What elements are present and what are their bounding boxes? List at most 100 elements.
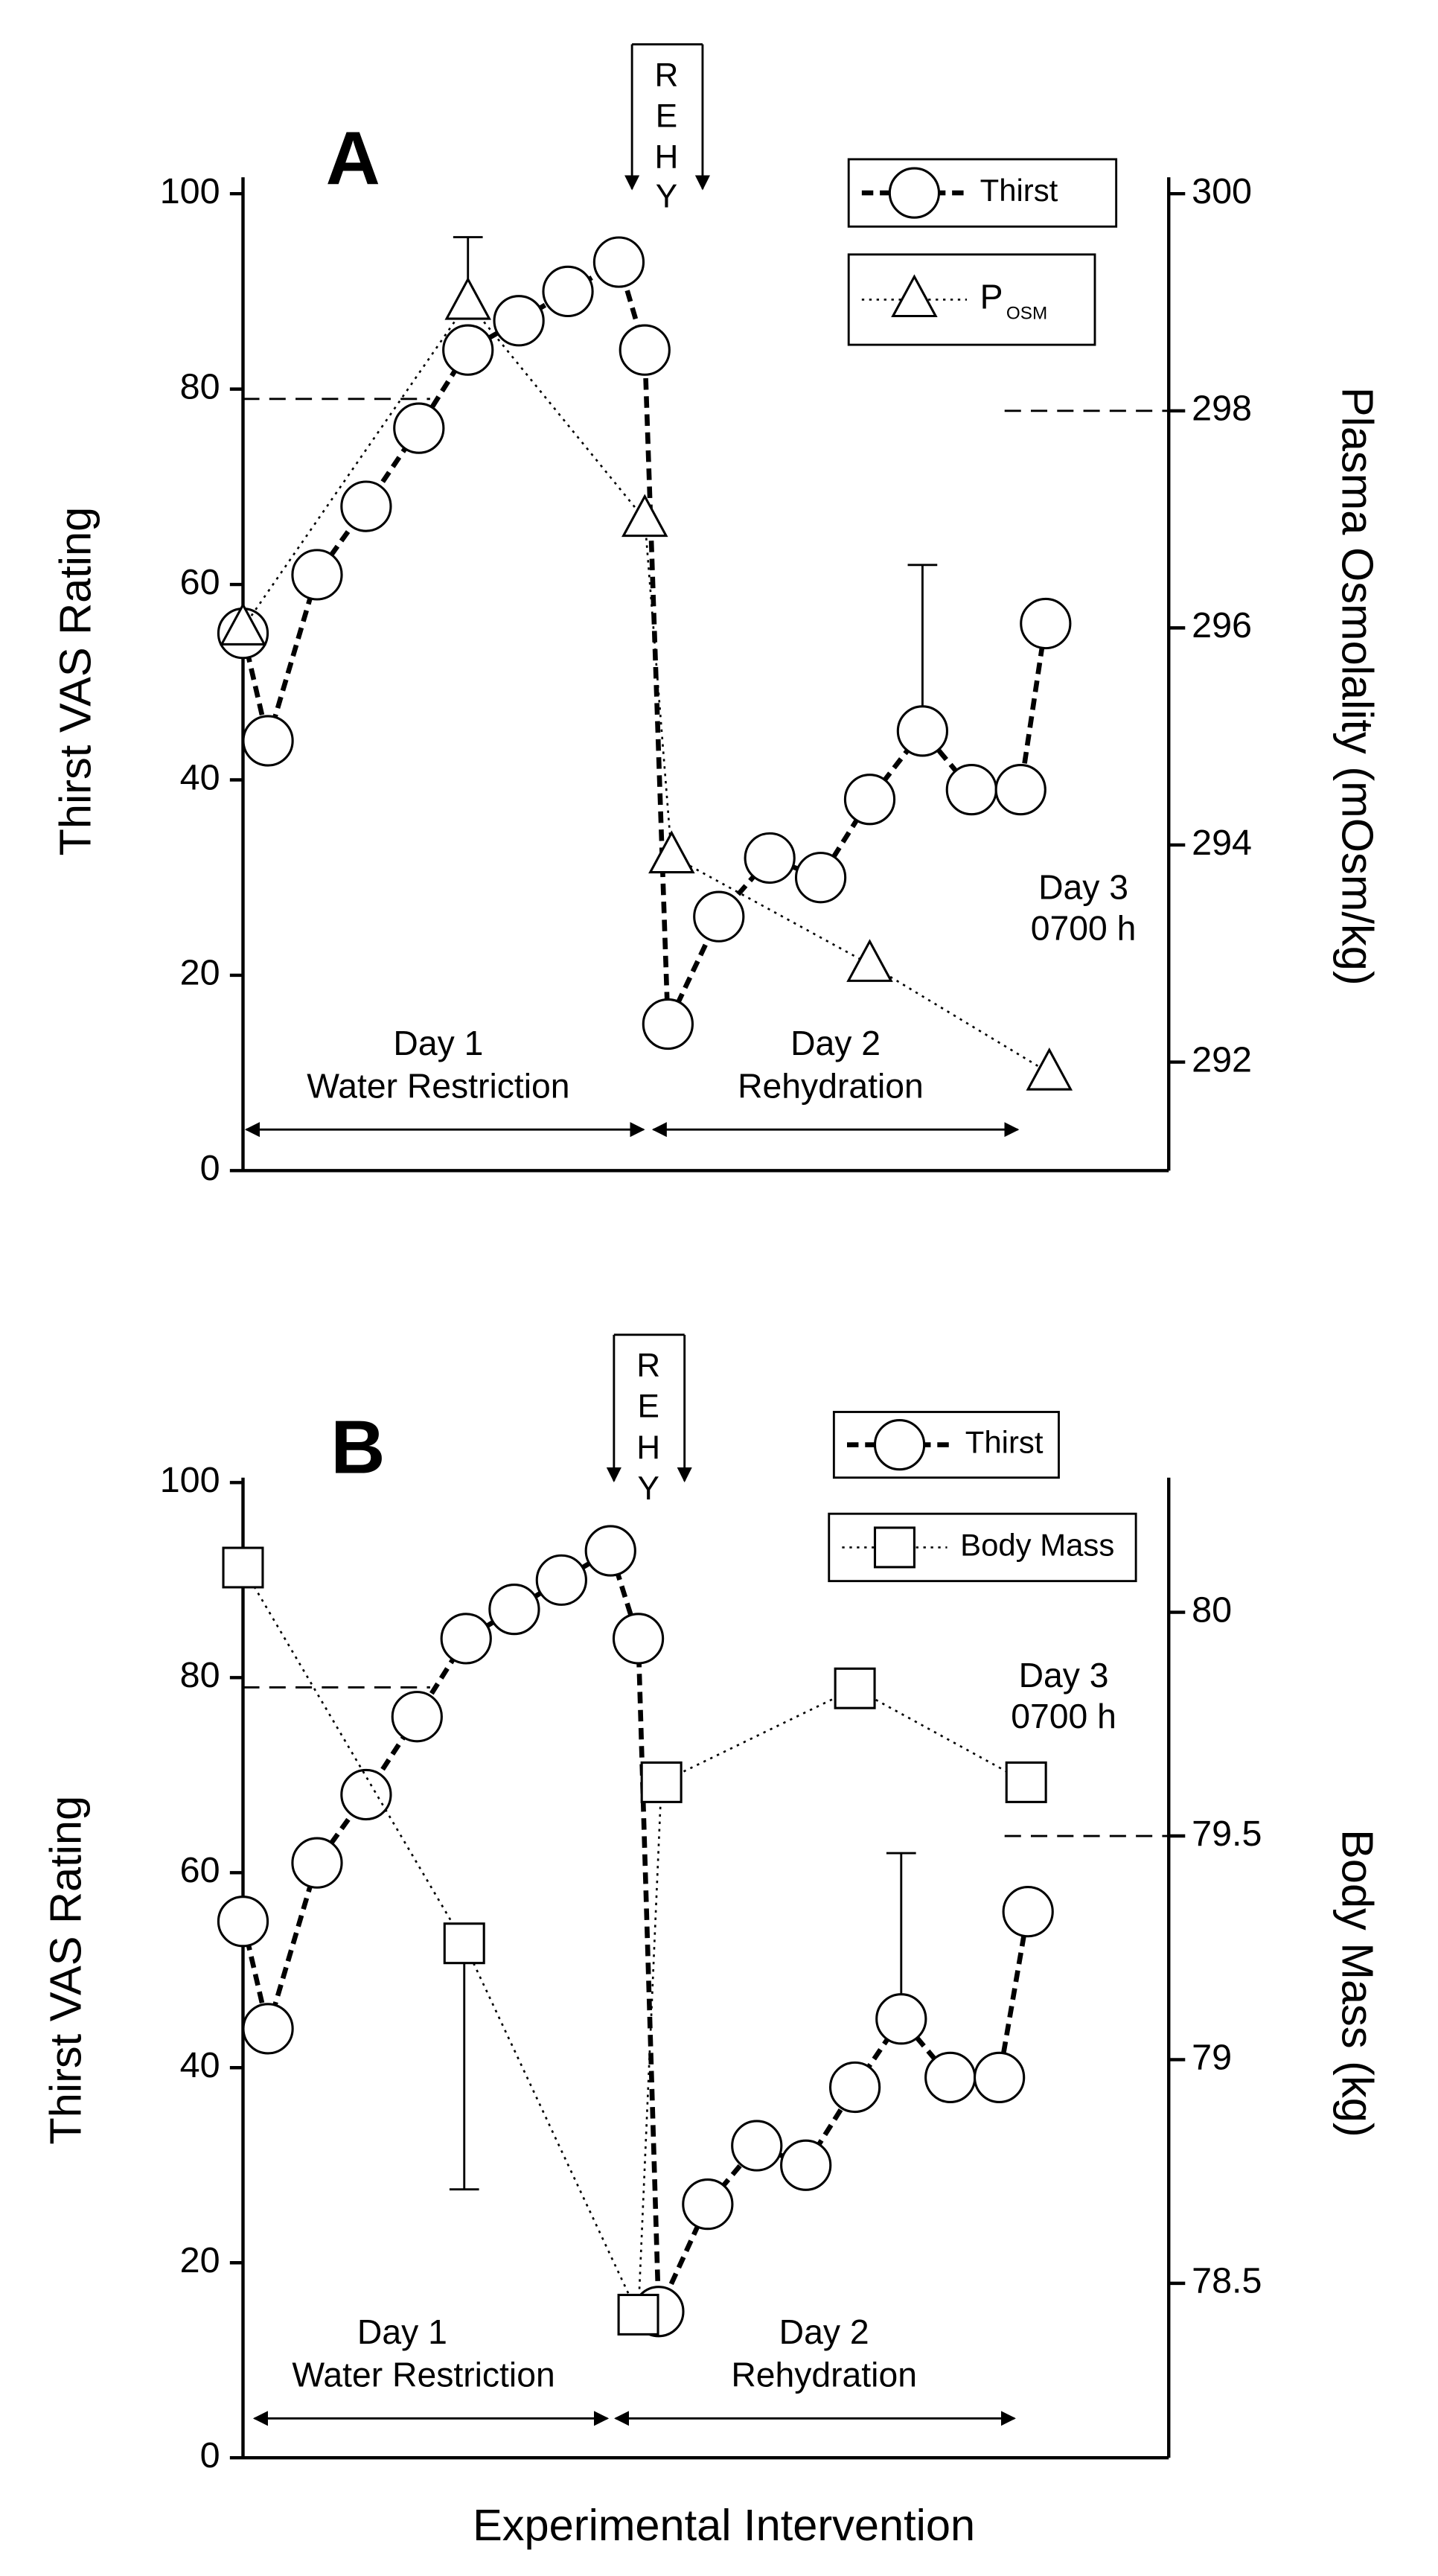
square-point	[443, 1922, 485, 1965]
triangle-point	[648, 830, 695, 874]
annotation: Day 1	[393, 1024, 483, 1062]
triangle-point	[621, 494, 668, 538]
y-axis-title: Thirst VAS Rating	[51, 507, 100, 856]
thirst-point	[242, 2003, 294, 2055]
panel-label: A	[326, 116, 380, 200]
rehy-letter: R	[636, 1348, 660, 1384]
thirst-point	[780, 2139, 832, 2191]
square-point	[222, 1546, 264, 1589]
annotation: 0700 h	[1031, 909, 1137, 948]
series-line	[240, 1547, 1031, 2313]
thirst-point	[393, 402, 445, 454]
thirst-point	[592, 236, 645, 288]
y2-tick-label: 296	[1192, 605, 1252, 645]
legend-marker	[891, 274, 938, 318]
y-axis-title: Thirst VAS Rating	[40, 1796, 90, 2145]
y-tick-label: 0	[200, 2435, 220, 2475]
thirst-point	[693, 890, 745, 943]
thirst-point	[875, 1993, 927, 2045]
thirst-point	[1020, 597, 1072, 650]
y-tick-label: 100	[160, 171, 220, 211]
y-tick-label: 20	[180, 953, 220, 993]
y-tick-label: 80	[180, 366, 220, 407]
thirst-point	[340, 1768, 392, 1821]
thirst-point	[440, 1613, 492, 1665]
annotation: Water Restriction	[292, 2355, 555, 2394]
y-tick-label: 40	[180, 757, 220, 797]
y-tick-label: 80	[180, 1655, 220, 1695]
legend-marker	[873, 1526, 915, 1569]
thirst-point	[242, 715, 294, 767]
thirst-point	[291, 1837, 343, 1889]
thirst-point	[642, 998, 694, 1051]
y2-tick-label: 79	[1192, 2037, 1232, 2077]
annotation: 0700 h	[1011, 1697, 1116, 1735]
triangle-point	[1026, 1048, 1073, 1091]
thirst-point	[340, 480, 392, 532]
thirst-point	[542, 265, 594, 318]
y2-tick-label: 294	[1192, 823, 1252, 863]
thirst-point	[217, 1896, 269, 1948]
x-axis-title: Experimental Intervention	[473, 2500, 975, 2550]
thirst-point	[843, 774, 896, 826]
rehy-letter: Y	[656, 178, 677, 214]
rehy-letter: H	[655, 139, 679, 176]
thirst-point	[612, 1613, 665, 1665]
thirst-point	[619, 324, 671, 376]
thirst-point	[974, 2051, 1026, 2103]
annotation: Rehydration	[738, 1066, 924, 1105]
annotation: Water Restriction	[307, 1066, 569, 1105]
y2-tick-label: 78.5	[1192, 2261, 1262, 2301]
annotation: Day 3	[1038, 867, 1128, 906]
thirst-point	[584, 1525, 636, 1577]
y-tick-label: 20	[180, 2240, 220, 2280]
thirst-point	[994, 763, 1046, 816]
triangle-point	[220, 602, 266, 645]
y2-axis-title: Body Mass (kg)	[1333, 1829, 1383, 2137]
legend-label: Thirst	[965, 1425, 1044, 1460]
legend-marker	[888, 167, 941, 219]
panel-label: B	[330, 1405, 385, 1489]
rehy-letter: H	[636, 1429, 660, 1466]
square-point	[617, 2293, 659, 2336]
legend-label: Body Mass	[960, 1527, 1114, 1562]
y-tick-label: 100	[160, 1460, 220, 1500]
annotation: Day 2	[790, 1024, 881, 1062]
thirst-point	[493, 295, 545, 347]
y-tick-label: 60	[180, 562, 220, 602]
thirst-point	[794, 852, 847, 904]
y2-tick-label: 79.5	[1192, 1814, 1262, 1854]
rehy-letter: R	[655, 57, 679, 93]
triangle-point	[846, 939, 893, 982]
series-line	[242, 300, 1050, 1074]
thirst-point	[535, 1554, 587, 1606]
annotation: Day 1	[357, 2312, 447, 2351]
thirst-point	[1002, 1886, 1054, 1938]
square-point	[640, 1761, 683, 1803]
annotation: Rehydration	[731, 2355, 917, 2394]
series-line	[240, 258, 1049, 1025]
y-tick-label: 60	[180, 1850, 220, 1890]
legend-subscript: OSM	[1006, 304, 1047, 324]
y2-tick-label: 80	[1192, 1590, 1232, 1630]
square-point	[834, 1667, 876, 1709]
thirst-point	[731, 2120, 783, 2172]
thirst-point	[682, 2178, 734, 2231]
legend-box	[847, 253, 1096, 346]
thirst-point	[924, 2051, 977, 2103]
thirst-point	[291, 549, 343, 601]
y2-tick-label: 292	[1192, 1039, 1252, 1080]
thirst-point	[945, 763, 997, 816]
thirst-point	[828, 2061, 881, 2114]
thirst-point	[488, 1583, 540, 1636]
legend-label: P	[980, 278, 1003, 316]
rehy-letter: E	[656, 98, 677, 134]
rehy-letter: Y	[637, 1470, 659, 1507]
triangle-point	[444, 276, 491, 320]
legend-marker	[873, 1418, 926, 1471]
legend-label: Thirst	[980, 173, 1058, 208]
y2-tick-label: 298	[1192, 389, 1252, 429]
thirst-point	[442, 324, 494, 376]
